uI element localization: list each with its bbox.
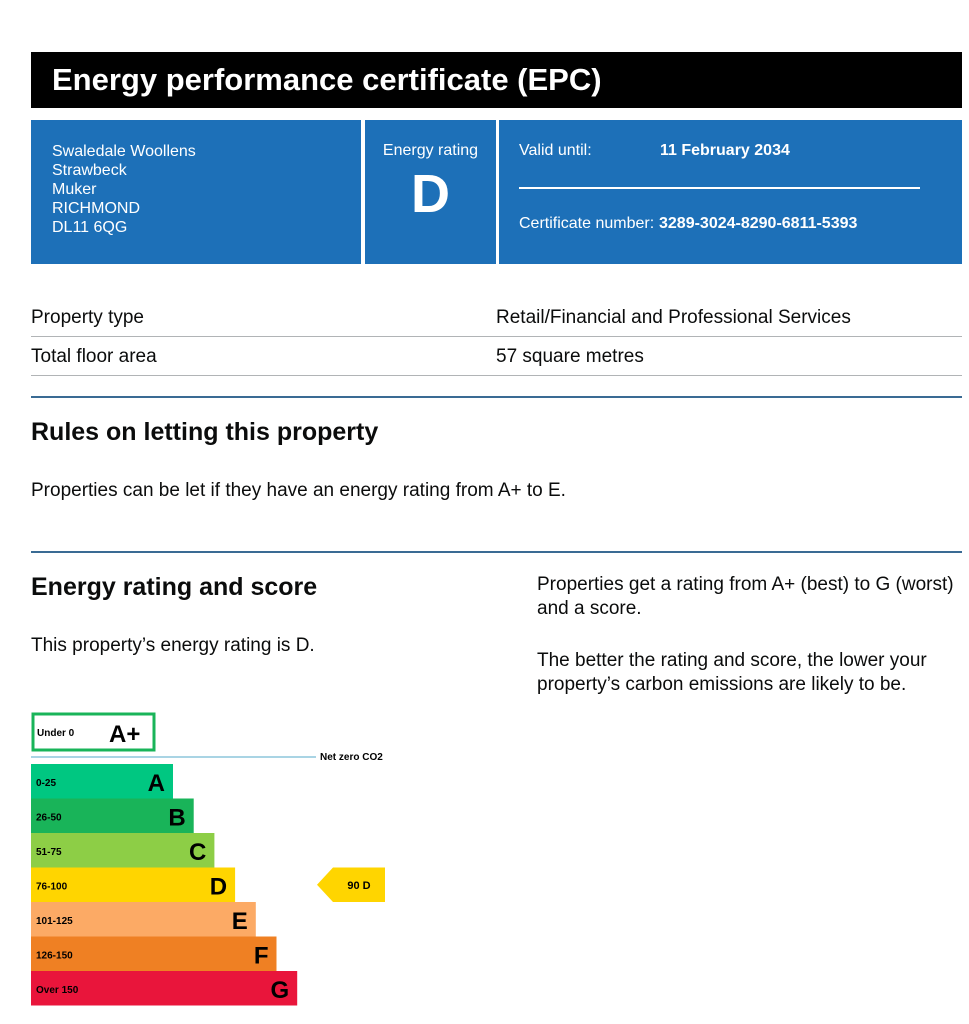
address-panel: Swaledale Woollens Strawbeck Muker RICHM… [31,120,361,264]
band-range-label: 26-50 [36,813,62,824]
property-key: Property type [31,307,144,328]
address-lines: Swaledale Woollens Strawbeck Muker RICHM… [52,142,196,237]
rating-explanation: Properties get a rating from A+ (best) t… [537,574,954,619]
energy-rating-panel: Energy rating D [365,120,496,264]
certificate-number-label: Certificate number: [519,215,655,232]
energy-rating-chart: Under 0 A+ 0-25 A 26-50 B 51-75 C 76-100 D 101-125… [31,712,385,1006]
address-line: DL11 6QG [52,219,128,236]
band-range-label: Over 150 [36,985,79,996]
band-letter: G [271,977,290,1004]
certificate-number-value: 3289-3024-8290-6811-5393 [659,215,858,232]
band-letter: D [210,874,227,901]
certificate-panel: Valid until: 11 February 2034 Certificat… [499,120,962,264]
current-rating-label: 90 D [347,880,370,892]
band-letter: E [232,908,248,935]
address-line: Strawbeck [52,162,127,179]
address-line: RICHMOND [52,200,140,217]
page-title: Energy performance certificate (EPC) [31,52,962,108]
band-letter: A [148,770,165,797]
address-line: Swaledale Woollens [52,143,196,160]
valid-until-label: Valid until: [519,142,592,159]
property-row-type: Property type Retail/Financial and Profe… [31,298,962,337]
emissions-explanation: The better the rating and score, the low… [537,650,927,695]
band-letter: B [168,805,185,832]
band-range-label: 126-150 [36,951,73,962]
band-d [31,867,236,902]
current-rating-arrow [317,867,385,902]
band-e [31,902,256,937]
band-a-plus [31,712,156,752]
address-line: Muker [52,181,97,198]
valid-until-value: 11 February 2034 [660,142,790,159]
band-range-label: 51-75 [36,847,62,858]
energy-rating-label: Energy rating [382,142,479,159]
property-row-floor-area: Total floor area 57 square metres [31,337,962,376]
energy-rating-letter: D [411,164,450,224]
band-g [31,971,298,1006]
band-letter: A+ [109,721,140,748]
band-letter: F [254,943,269,970]
section-divider [31,551,962,553]
band-f [31,936,277,971]
band-a [31,764,173,799]
band-b [31,798,194,833]
band-letter: C [189,839,206,866]
band-c [31,833,215,868]
property-value: 57 square metres [496,346,644,367]
property-value: Retail/Financial and Professional Servic… [496,307,851,328]
band-range-label: 101-125 [36,916,73,927]
score-text: This property’s energy rating is D. [31,635,315,656]
rules-text: Properties can be let if they have an en… [31,480,566,501]
score-heading: Energy rating and score [31,573,318,601]
band-range-label: 0-25 [36,778,56,789]
net-zero-label: Net zero CO2 [320,752,383,763]
rules-heading: Rules on letting this property [31,418,379,446]
band-range-label: 76-100 [36,882,68,893]
band-range-label: Under 0 [37,728,75,739]
property-key: Total floor area [31,346,157,367]
certificate-divider [519,187,920,189]
section-divider [31,396,962,398]
